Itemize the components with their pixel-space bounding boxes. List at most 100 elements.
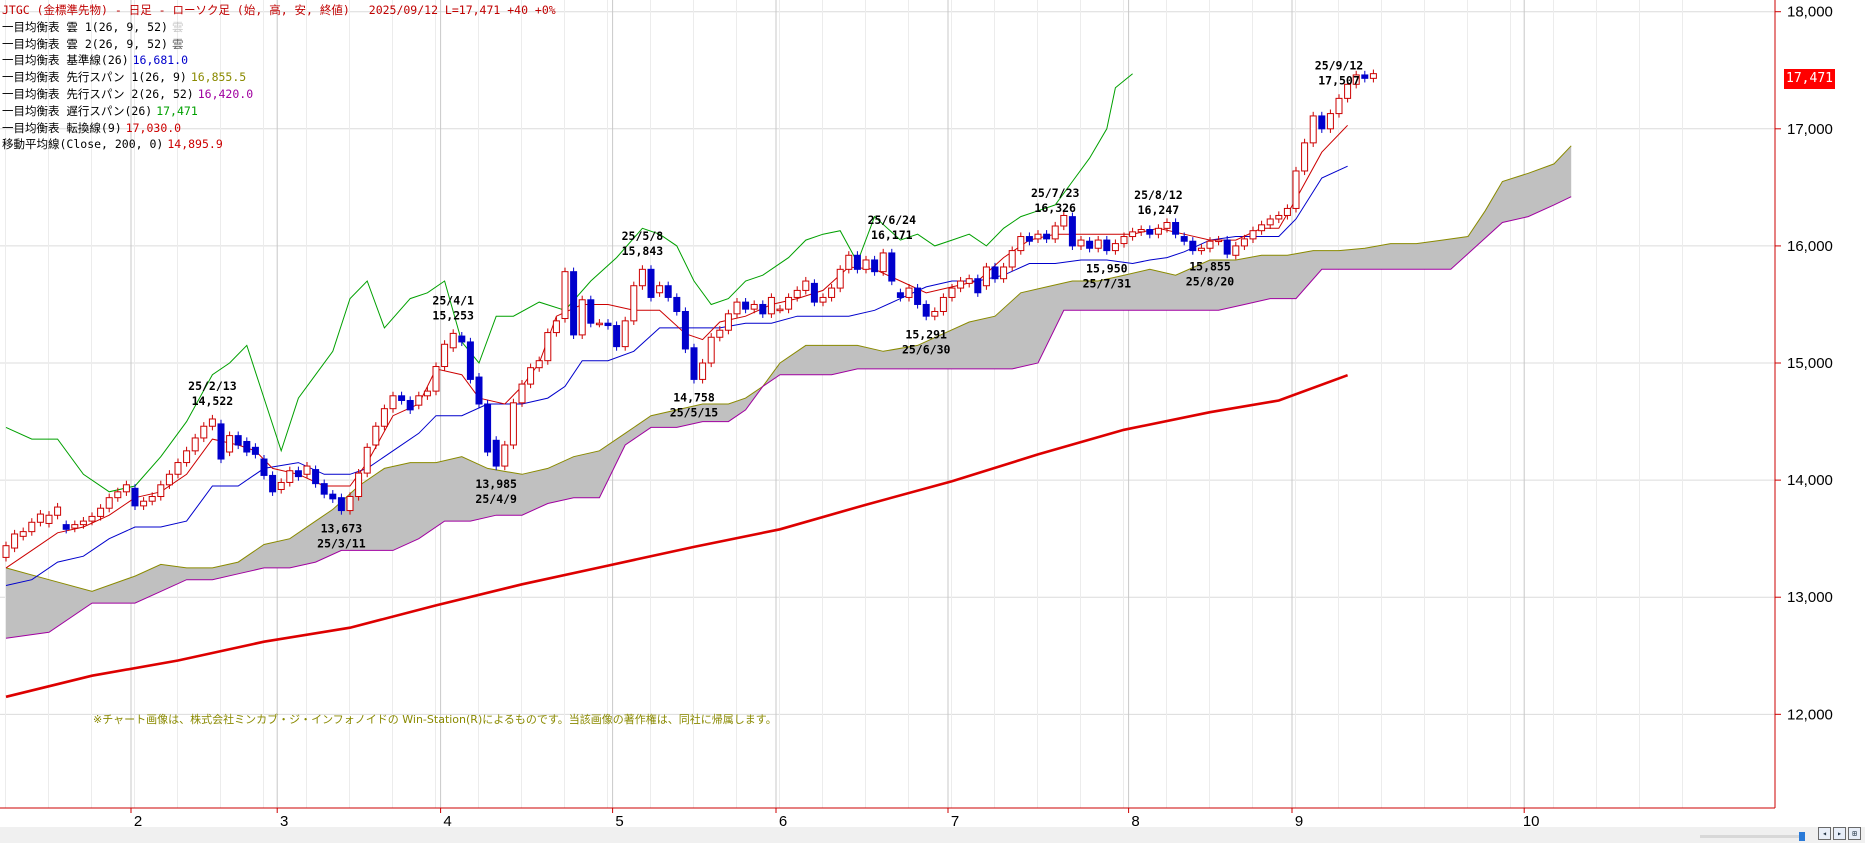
candle-body: [2, 545, 10, 558]
fit-icon[interactable]: ⊞: [1848, 827, 1861, 840]
candle-body: [879, 252, 887, 273]
candle-body: [957, 280, 965, 289]
x-tick-label: 9: [1295, 813, 1303, 830]
candle-body: [1025, 236, 1033, 242]
candle-body: [802, 280, 810, 291]
candle-body: [54, 506, 62, 516]
candle-body: [11, 533, 19, 549]
x-tick-label: 3: [280, 813, 288, 830]
candle-body: [656, 285, 664, 294]
candle-body: [1146, 229, 1154, 235]
candle-body: [862, 259, 870, 270]
candle-body: [836, 268, 844, 289]
candle-body: [286, 470, 294, 483]
annotation-price: 15,253: [432, 308, 474, 322]
candle-body: [1120, 236, 1128, 245]
legend-item-value: 雲: [171, 36, 184, 51]
candle-body: [363, 446, 371, 474]
annotation-date: 25/2/13: [188, 379, 237, 393]
candle-body: [785, 296, 793, 310]
candle-body: [578, 299, 586, 336]
candle-body: [165, 473, 173, 486]
candle-body: [79, 520, 87, 526]
candle-body: [19, 531, 27, 537]
legend-item: 一目均衡表 基準線(26) 16,681.0: [2, 52, 556, 69]
legend-item-name: 一目均衡表 遅行スパン(26): [2, 103, 153, 118]
candle-body: [1301, 142, 1309, 172]
candle-body: [1094, 239, 1102, 249]
candle-body: [114, 491, 122, 499]
candle-body: [845, 254, 853, 270]
candle-body: [423, 390, 431, 397]
y-tick-label: 17,000: [1787, 121, 1833, 138]
candle-body: [105, 497, 113, 509]
candle-body: [415, 395, 423, 406]
annotation-price: 15,855: [1189, 259, 1231, 273]
annotation-date: 25/7/23: [1031, 186, 1080, 200]
horizontal-scrollbar[interactable]: [1700, 832, 1805, 841]
candle-body: [320, 483, 328, 495]
legend-item: 一目均衡表 先行スパン 1(26, 9) 16,855.5: [2, 69, 556, 86]
candle-body: [707, 336, 715, 364]
candle-body: [828, 287, 836, 298]
annotation-price: 13,673: [321, 522, 363, 536]
candle-body: [1129, 231, 1137, 238]
annotation-price: 16,171: [871, 228, 913, 242]
candle-body: [148, 496, 156, 502]
candle-body: [269, 474, 277, 493]
candle-body: [1111, 243, 1119, 252]
legend-item-name: 一目均衡表 雲 2(26, 9, 52): [2, 36, 168, 51]
annotation-price: 14,522: [192, 394, 234, 408]
candle-body: [776, 308, 784, 312]
candle-body: [380, 408, 388, 427]
candle-body: [1283, 207, 1291, 216]
candle-body: [208, 418, 216, 427]
candle-body: [1000, 266, 1008, 280]
annotation-price: 17,507: [1318, 73, 1360, 87]
x-tick-label: 2: [134, 813, 142, 830]
candle-body: [1275, 214, 1283, 220]
candle-body: [1051, 225, 1059, 240]
legend-item-value: 雲: [171, 19, 184, 34]
indicator-legend: JTGC (金標準先物) - 日足 - ローソク足 (始, 高, 安, 終値) …: [2, 2, 556, 153]
lagging-span-line: [5, 73, 1133, 493]
candle-body: [45, 514, 53, 524]
candle-body: [716, 329, 724, 338]
y-tick-label: 16,000: [1787, 238, 1833, 255]
candle-body: [458, 335, 466, 343]
x-tick-label: 8: [1131, 813, 1139, 830]
candle-body: [183, 450, 191, 464]
annotation-date: 25/8/12: [1134, 188, 1182, 202]
candle-body: [191, 437, 199, 452]
candle-body: [277, 481, 285, 490]
zoom-in-icon[interactable]: ▸: [1833, 827, 1846, 840]
candle-body: [200, 425, 208, 439]
candle-body: [518, 383, 526, 404]
candle-body: [819, 296, 827, 303]
annotation-price: 15,843: [622, 244, 664, 258]
legend-item-value: 16,420.0: [197, 86, 254, 101]
candle-body: [544, 332, 552, 362]
annotation-date: 25/6/24: [868, 213, 917, 227]
legend-item-name: 一目均衡表 先行スパン 2(26, 52): [2, 86, 194, 101]
candle-body: [664, 285, 672, 298]
candle-body: [552, 320, 560, 334]
candle-body: [974, 278, 982, 294]
candle-body: [1077, 239, 1085, 247]
candle-body: [1189, 240, 1197, 252]
candle-body: [406, 399, 414, 411]
scrollbar-thumb[interactable]: [1799, 832, 1805, 841]
candle-body: [1223, 239, 1231, 255]
candle-body: [1206, 240, 1214, 249]
y-tick-label: 14,000: [1787, 472, 1833, 489]
candle-body: [1215, 239, 1223, 243]
candle-body: [71, 524, 79, 529]
annotation-date: 25/5/8: [622, 229, 664, 243]
candle-body: [492, 439, 500, 467]
candle-body: [793, 289, 801, 298]
candle-body: [527, 367, 535, 385]
legend-item-name: 一目均衡表 先行スパン 1(26, 9): [2, 70, 187, 85]
annotation-date: 25/3/11: [317, 537, 366, 551]
candle-body: [346, 496, 354, 512]
zoom-out-icon[interactable]: ◂: [1818, 827, 1831, 840]
